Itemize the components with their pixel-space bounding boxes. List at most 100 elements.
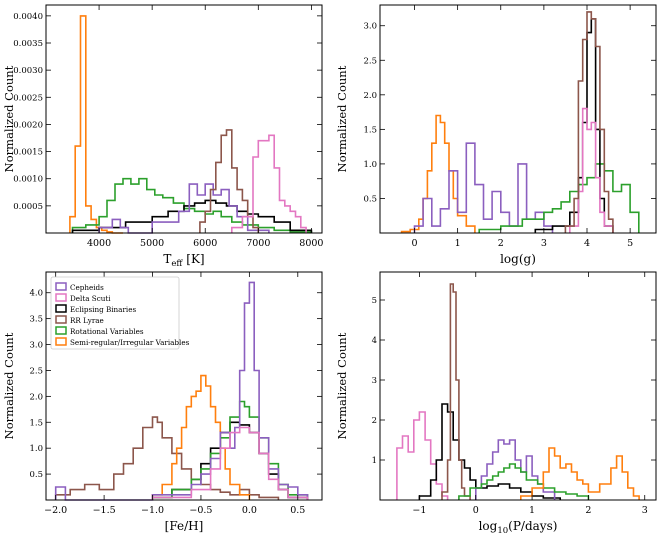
legend-label: Semi-regular/Irregular Variables [70, 338, 190, 347]
x-axis-label-rest: [K] [182, 252, 204, 266]
x-tick-label: 0 [473, 505, 479, 516]
y-tick-label: 0.0025 [13, 93, 43, 103]
legend: Cepheids Delta Scuti Eclipsing Binaries RR … [50, 276, 190, 350]
x-axis-label-subscript: eff [171, 259, 183, 269]
x-axis-label-subscript: 10 [497, 526, 508, 533]
series-semi-regular-irregular-variables [400, 114, 476, 233]
plot-frame [45, 4, 323, 234]
legend-label: Rotational Variables [70, 327, 144, 336]
series-rotational-variables [478, 163, 640, 233]
y-tick-label: 2.0 [363, 91, 377, 101]
legend-swatch [55, 315, 67, 324]
series-rr-lyrae [564, 11, 614, 233]
y-tick-label: 5 [372, 296, 377, 306]
x-tick-label: 1 [455, 238, 461, 249]
x-tick-label: −1.5 [93, 505, 116, 516]
x-tick-label: 5000 [140, 238, 164, 249]
x-axis-label-main: log(g) [500, 252, 536, 266]
y-tick-label: 1.5 [29, 418, 43, 428]
x-axis-label-main: log [479, 519, 498, 533]
series-eclipsing-binaries [534, 18, 614, 233]
x-tick-label: 0.0 [242, 505, 257, 516]
x-axis-label-main: T [163, 252, 171, 266]
y-tick-label: 4 [372, 336, 377, 346]
legend-label: Delta Scuti [70, 294, 111, 303]
series-rr-lyrae [199, 129, 260, 233]
series-eclipsing-binaries [418, 403, 561, 500]
y-tick-label: 1 [372, 456, 377, 466]
y-tick-label: 0.0015 [13, 148, 43, 158]
legend-label: Cepheids [70, 283, 104, 292]
chart-panel-4: −1 0 1 2 3 1 2 3 4 5 log10(P/days) Normalized Count [335, 271, 657, 533]
legend-swatch [55, 293, 67, 302]
y-tick-label: 2.5 [363, 56, 377, 66]
x-tick-label: −1 [412, 505, 426, 516]
x-tick-label: 4 [584, 238, 590, 249]
x-tick-label: 6000 [193, 238, 217, 249]
y-tick-label: 0.0040 [13, 12, 43, 22]
x-tick-label: 2 [498, 238, 504, 249]
y-tick-label: 3.0 [363, 22, 377, 32]
legend-swatch [55, 337, 67, 346]
series-cepheids [98, 183, 270, 234]
y-axis-label: Normalized Count [2, 332, 16, 439]
x-axis-label-rest: (P/days) [508, 519, 557, 533]
series-delta-scuti [231, 134, 307, 233]
x-tick-label: −0.5 [189, 505, 212, 516]
x-tick-label: 7000 [246, 238, 270, 249]
y-tick-label: 3.0 [29, 341, 43, 351]
y-tick-label: 0.0035 [13, 39, 43, 49]
x-axis-label: [Fe/H] [165, 519, 204, 533]
x-axis-label: log10(P/days) [479, 519, 558, 533]
y-axis-label: Normalized Count [335, 332, 349, 439]
x-tick-label: 5 [627, 238, 633, 249]
series-rr-lyrae [54, 416, 280, 500]
y-tick-label: 0.0010 [13, 175, 43, 185]
chart-panel-3: −2.0 −1.5 −1.0 −0.5 0.0 0.5 0.5 1.0 1.5 2.0 2.5 3.0… [2, 271, 323, 533]
y-tick-label: 1.5 [363, 125, 377, 135]
y-tick-label: 1.0 [363, 160, 377, 170]
series-rotational-variables [458, 463, 590, 500]
y-tick-label: 2.5 [29, 366, 43, 376]
x-tick-label: 3 [642, 505, 648, 516]
y-tick-label: 0.0030 [13, 66, 43, 76]
y-tick-label: 4.0 [29, 289, 43, 299]
x-tick-label: 0 [411, 238, 417, 249]
y-tick-label: 2.0 [29, 392, 43, 402]
x-tick-label: 2 [585, 505, 591, 516]
series-semi-regular-irregular-variables [520, 447, 640, 500]
series-rr-lyrae [441, 283, 471, 500]
x-tick-label: 3 [541, 238, 547, 249]
y-tick-label: 0.5 [363, 194, 377, 204]
series-delta-scuti [396, 411, 449, 500]
series-delta-scuti [151, 426, 309, 500]
y-axis-label: Normalized Count [2, 65, 16, 172]
plot-frame [379, 4, 657, 234]
legend-label: Eclipsing Binaries [70, 305, 136, 314]
legend-swatch [55, 304, 67, 313]
series-cepheids [475, 439, 556, 500]
y-axis-label: Normalized Count [335, 65, 349, 172]
y-tick-label: 1.0 [29, 444, 43, 454]
x-tick-label: 0.5 [290, 505, 305, 516]
x-axis-label-main: [Fe/H] [165, 519, 204, 533]
plot-frame [45, 271, 323, 501]
y-tick-label: 0.0005 [13, 202, 43, 212]
x-tick-label: 8000 [299, 238, 323, 249]
legend-swatch [55, 282, 67, 291]
chart-panel-1: 4000 5000 6000 7000 8000 0.0005 0.0010 0.0015 0.… [2, 4, 323, 269]
y-tick-label: 3 [372, 376, 377, 386]
series-rotational-variables [71, 177, 313, 233]
series-semi-regular-irregular-variables [69, 15, 123, 234]
legend-swatch [55, 326, 67, 335]
x-tick-label: 4000 [87, 238, 111, 249]
legend-box [50, 276, 180, 350]
x-tick-label: −2.0 [44, 505, 67, 516]
x-tick-label: 1 [529, 505, 535, 516]
chart-panel-2: 0 1 2 3 4 5 0.5 1.0 1.5 2.0 2.5 3.0 log(g) Normalized… [335, 4, 657, 266]
x-axis-label: Teff [K] [163, 252, 204, 269]
y-tick-label: 0.5 [29, 470, 43, 480]
y-tick-label: 2 [372, 416, 377, 426]
legend-label: RR Lyrae [70, 316, 104, 325]
